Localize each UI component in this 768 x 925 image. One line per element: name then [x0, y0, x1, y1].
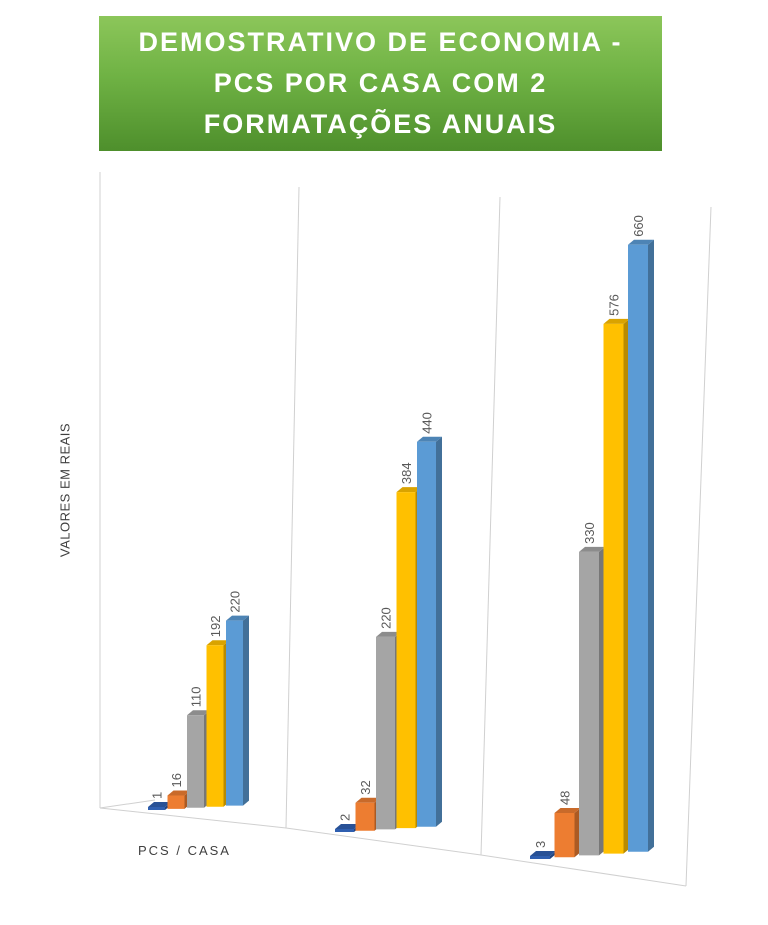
wall-line-4	[685, 206, 712, 887]
bar-top	[187, 710, 210, 716]
bar-front	[530, 856, 550, 859]
bar-top	[376, 631, 401, 637]
bar-front	[206, 645, 224, 807]
bar-front	[148, 807, 165, 810]
bar-front	[579, 551, 599, 856]
data-label-group1-series2: 16	[169, 773, 184, 787]
bar-group3-series3	[579, 546, 605, 856]
bar-side	[648, 239, 654, 852]
bar-group3-series4	[603, 318, 630, 854]
data-label-group3-series1: 3	[533, 841, 548, 848]
bar-front	[355, 802, 375, 831]
bar-top	[628, 239, 654, 245]
wall-line-3	[480, 196, 501, 856]
bar-top	[603, 318, 630, 324]
bar-group3-series5	[628, 239, 654, 852]
bar-top	[554, 808, 581, 814]
bar-top	[335, 824, 360, 829]
bar-top	[396, 487, 422, 493]
bar-front	[417, 441, 436, 827]
bar-front	[603, 323, 624, 854]
chart-title-line-2: PCS POR CASA COM 2	[213, 68, 548, 98]
bar-group2-series5	[417, 436, 442, 827]
data-label-group2-series1: 2	[338, 814, 353, 821]
bar-top	[206, 640, 230, 646]
bar-front	[554, 813, 575, 858]
bar-top	[530, 851, 556, 856]
bar-top	[417, 436, 442, 442]
chart-title: DEMOSTRATIVO DE ECONOMIA - PCS POR CASA …	[99, 16, 662, 151]
bar-group3-series1	[530, 851, 556, 859]
bar-front	[335, 829, 354, 832]
bar-front	[376, 636, 395, 830]
data-label-group2-series2: 32	[358, 780, 373, 794]
bar-front	[628, 244, 648, 852]
data-label-group3-series4: 576	[607, 294, 622, 316]
data-label-group1-series1: 1	[150, 792, 165, 799]
bar-front	[187, 715, 204, 808]
data-label-group3-series3: 330	[582, 522, 597, 544]
bar-top	[148, 802, 171, 807]
bars-layer	[148, 239, 654, 859]
data-label-group1-series4: 192	[208, 616, 223, 638]
data-label-group3-series2: 48	[558, 791, 573, 805]
labels-layer: 1 16 110 192 220 2 32 220 384 440 3 48 330 576 660	[150, 215, 647, 848]
bar-front	[226, 620, 243, 806]
bar-side	[436, 436, 442, 827]
data-label-group1-series5: 220	[228, 591, 243, 613]
y-axis-label: VALORES EM REAIS	[57, 422, 73, 558]
bar-top	[167, 790, 191, 796]
floor-front-edge	[99, 807, 687, 887]
bar-top	[579, 546, 605, 552]
bar-top	[226, 615, 249, 621]
floor-back-edge	[99, 799, 156, 809]
wall-line-2	[285, 186, 300, 829]
bar-front	[396, 492, 416, 829]
chart-walls	[99, 172, 712, 887]
x-axis-label: PCS / CASA	[138, 843, 231, 858]
chart-title-line-1: DEMOSTRATIVO DE ECONOMIA -	[138, 27, 623, 57]
bar-group1-series5	[226, 615, 249, 806]
data-label-group3-series5: 660	[631, 215, 646, 237]
data-label-group2-series5: 440	[420, 412, 435, 434]
bar-side	[243, 615, 249, 806]
bar-top	[355, 797, 381, 803]
data-label-group2-series4: 384	[399, 462, 414, 484]
data-label-group1-series3: 110	[189, 687, 204, 708]
bar-group3-series2	[554, 808, 581, 858]
chart-title-line-3: FORMATAÇÕES ANUAIS	[203, 109, 558, 139]
data-label-group2-series3: 220	[379, 607, 394, 629]
bar-front	[167, 795, 185, 809]
